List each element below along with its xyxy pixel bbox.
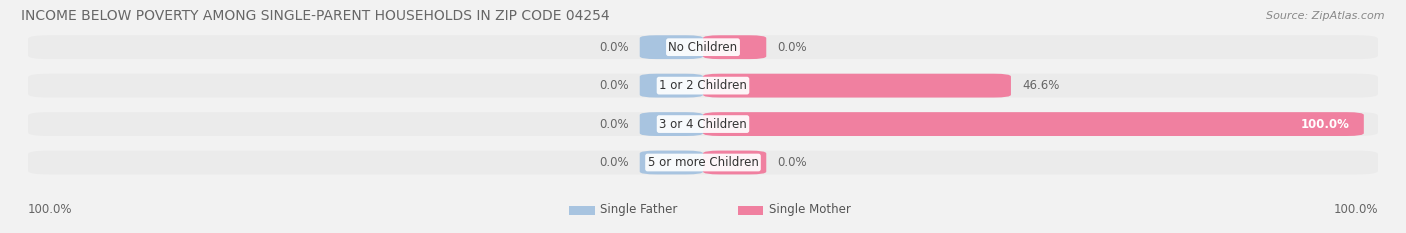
- FancyBboxPatch shape: [28, 35, 1378, 59]
- FancyBboxPatch shape: [640, 151, 703, 175]
- FancyBboxPatch shape: [569, 206, 595, 215]
- FancyBboxPatch shape: [640, 74, 703, 98]
- FancyBboxPatch shape: [640, 35, 703, 59]
- FancyBboxPatch shape: [703, 151, 766, 175]
- FancyBboxPatch shape: [703, 35, 766, 59]
- FancyBboxPatch shape: [640, 112, 703, 136]
- FancyBboxPatch shape: [28, 151, 1378, 175]
- Text: Single Mother: Single Mother: [769, 203, 851, 216]
- Text: 5 or more Children: 5 or more Children: [648, 156, 758, 169]
- Text: 0.0%: 0.0%: [778, 156, 807, 169]
- Text: 46.6%: 46.6%: [1022, 79, 1060, 92]
- Text: 100.0%: 100.0%: [1333, 203, 1378, 216]
- Text: 100.0%: 100.0%: [1301, 118, 1350, 130]
- FancyBboxPatch shape: [703, 112, 1364, 136]
- FancyBboxPatch shape: [28, 112, 1378, 136]
- Text: 3 or 4 Children: 3 or 4 Children: [659, 118, 747, 130]
- Text: Source: ZipAtlas.com: Source: ZipAtlas.com: [1267, 11, 1385, 21]
- Text: Single Father: Single Father: [600, 203, 678, 216]
- FancyBboxPatch shape: [28, 74, 1378, 98]
- FancyBboxPatch shape: [703, 74, 1011, 98]
- Text: INCOME BELOW POVERTY AMONG SINGLE-PARENT HOUSEHOLDS IN ZIP CODE 04254: INCOME BELOW POVERTY AMONG SINGLE-PARENT…: [21, 9, 610, 23]
- Text: 1 or 2 Children: 1 or 2 Children: [659, 79, 747, 92]
- Text: 0.0%: 0.0%: [599, 79, 628, 92]
- Text: 0.0%: 0.0%: [599, 41, 628, 54]
- FancyBboxPatch shape: [738, 206, 763, 215]
- Text: No Children: No Children: [668, 41, 738, 54]
- Text: 0.0%: 0.0%: [599, 156, 628, 169]
- Text: 0.0%: 0.0%: [599, 118, 628, 130]
- Text: 100.0%: 100.0%: [28, 203, 73, 216]
- Text: 0.0%: 0.0%: [778, 41, 807, 54]
